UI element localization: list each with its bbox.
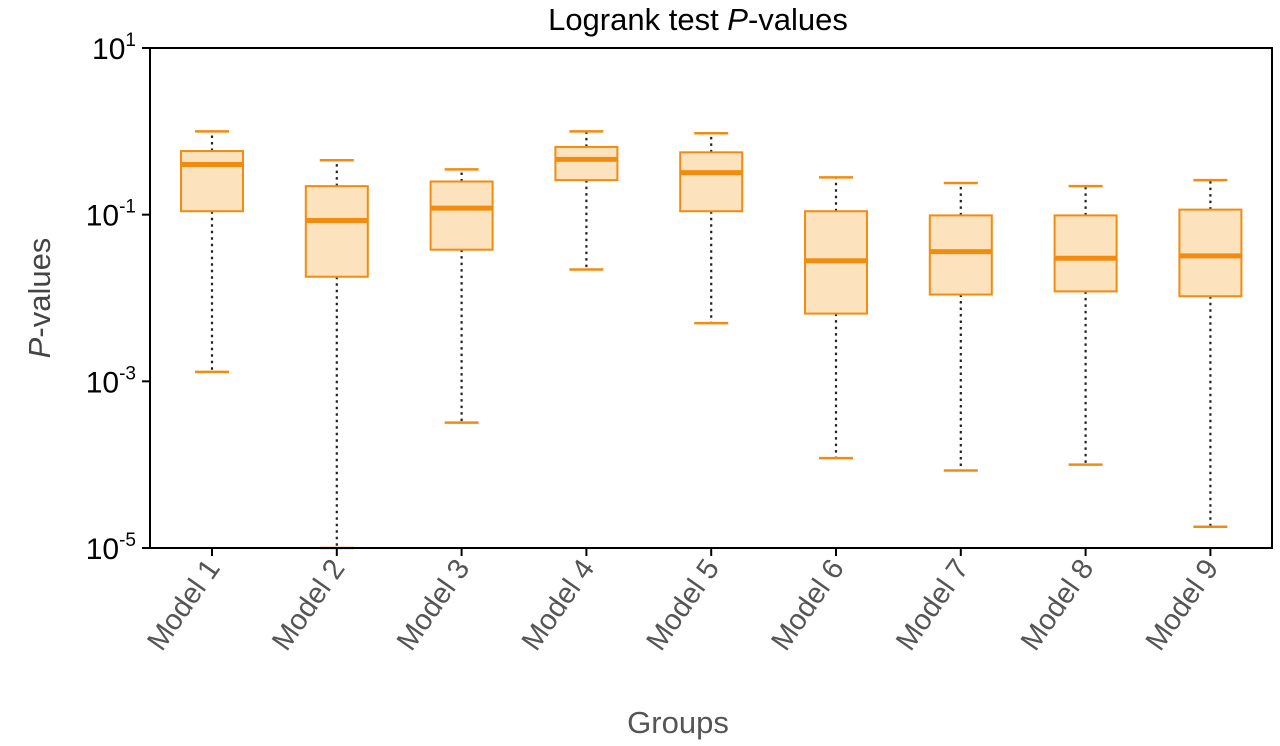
y-tick-exponent: -1 <box>119 197 136 218</box>
x-tick-label: Model 3 <box>391 554 476 657</box>
box-5 <box>679 131 744 325</box>
x-tick-label: Model 1 <box>141 554 226 657</box>
y-tick-base: 10 <box>86 366 119 399</box>
x-tick-label: Model 5 <box>641 554 726 657</box>
iqr-box <box>928 214 993 296</box>
x-tick-label: Model 2 <box>266 554 351 657</box>
x-tick-label: Model 9 <box>1140 554 1225 657</box>
y-tick-label: 10-3 <box>86 363 136 399</box>
x-tick-label: Model 7 <box>890 554 975 657</box>
iqr-box <box>429 180 494 251</box>
y-tick-label: 10-1 <box>86 197 136 233</box>
x-axis-label: Groups <box>627 705 729 740</box>
iqr-box <box>1053 214 1118 293</box>
x-tick-label: Model 4 <box>516 554 601 657</box>
chart-title-part: -values <box>748 2 848 37</box>
box-3 <box>429 168 494 424</box>
x-tick-label: Model 8 <box>1015 554 1100 657</box>
box-9 <box>1178 178 1243 528</box>
y-tick-label: 10-5 <box>86 530 136 566</box>
iqr-box <box>1178 208 1243 298</box>
box-7 <box>928 181 993 472</box>
y-axis-label-part: P <box>22 337 57 358</box>
iqr-box <box>304 185 369 278</box>
y-axis-label: P-values <box>22 238 57 359</box>
y-tick-label: 101 <box>92 30 136 66</box>
box-2 <box>304 158 369 550</box>
chart-title-part: P <box>727 2 748 37</box>
box-1 <box>180 130 244 374</box>
iqr-box <box>180 150 244 213</box>
y-tick-exponent: -3 <box>119 363 136 384</box>
iqr-box <box>679 151 744 213</box>
box-8 <box>1053 184 1118 466</box>
y-tick-exponent: 1 <box>125 30 136 51</box>
box-6 <box>804 176 868 460</box>
chart-title: Logrank test P-values <box>548 2 848 37</box>
y-tick-base: 10 <box>86 533 119 566</box>
box-4 <box>554 130 619 271</box>
y-axis-label-part: -values <box>22 238 57 338</box>
iqr-box <box>554 145 619 182</box>
chart-title-part: Logrank test <box>548 2 727 37</box>
plot-area <box>180 130 1243 550</box>
y-tick-base: 10 <box>92 33 125 66</box>
y-tick-exponent: -5 <box>119 530 136 551</box>
y-tick-base: 10 <box>86 200 119 233</box>
x-tick-label: Model 6 <box>765 554 850 657</box>
x-axis: Model 1 Model 2 Model 3 Model 4 Model 5 Model… <box>141 548 1225 657</box>
